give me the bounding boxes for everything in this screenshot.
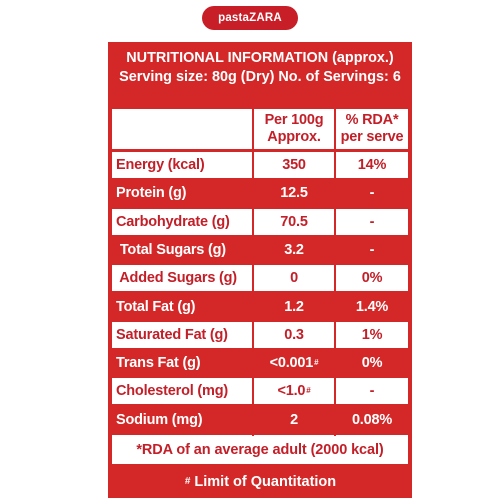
per-100g-value: 12.5 bbox=[280, 184, 308, 201]
rda-value: - bbox=[336, 378, 408, 404]
per-100g-value: 0 bbox=[290, 269, 298, 286]
rda-value: - bbox=[336, 180, 408, 206]
nutrient-label: Saturated Fat (g) bbox=[112, 322, 252, 348]
per-100g-value-cell: 350 bbox=[254, 152, 334, 178]
per-100g-header-line2: Approx. bbox=[267, 129, 321, 145]
nutrient-label: Total Sugars (g) bbox=[112, 237, 252, 263]
per-100g-value-cell: 70.5 bbox=[254, 209, 334, 235]
nutrient-label: Energy (kcal) bbox=[112, 152, 252, 178]
per-100g-header: Per 100g Approx. bbox=[254, 109, 334, 149]
rda-value: - bbox=[336, 237, 408, 263]
nutrient-label: Protein (g) bbox=[112, 180, 252, 206]
per-100g-value: 1.2 bbox=[284, 298, 304, 315]
nutrient-label: Carbohydrate (g) bbox=[112, 209, 252, 235]
limit-footnote: # Limit of Quantitation bbox=[184, 474, 337, 490]
panel-title: NUTRITIONAL INFORMATION (approx.) bbox=[126, 49, 394, 66]
nutrient-row: Carbohydrate (g) 70.5 - bbox=[112, 209, 408, 235]
nutrient-label: Trans Fat (g) bbox=[112, 350, 252, 376]
per-100g-value-cell: 12.5 bbox=[254, 180, 334, 206]
per-100g-value-cell: 2 bbox=[254, 407, 334, 433]
nutrient-row: Trans Fat (g) <0.001 #0% bbox=[112, 350, 408, 376]
per-100g-value: 0.3 bbox=[284, 326, 304, 343]
rda-header: % RDA* per serve bbox=[336, 109, 408, 149]
limit-footnote-text: Limit of Quantitation bbox=[194, 474, 337, 490]
nutrient-row: Cholesterol (mg) <1.0 # - bbox=[112, 378, 408, 404]
per-100g-value: <1.0 bbox=[277, 382, 306, 399]
rda-header-line2: per serve bbox=[340, 129, 404, 145]
per-100g-value-cell: 1.2 bbox=[254, 294, 334, 320]
rda-value: 0% bbox=[336, 265, 408, 291]
header-blank-cell bbox=[112, 109, 252, 149]
per-100g-value-cell: 0.3 bbox=[254, 322, 334, 348]
rda-value: 1% bbox=[336, 322, 408, 348]
column-header-row: Per 100g Approx. % RDA* per serve bbox=[112, 109, 408, 149]
rda-footnote: *RDA of an average adult (2000 kcal) bbox=[112, 436, 408, 464]
per-100g-value: 70.5 bbox=[280, 213, 308, 230]
nutrient-label: Cholesterol (mg) bbox=[112, 378, 252, 404]
rda-value: 14% bbox=[336, 152, 408, 178]
nutrient-row: Total Sugars (g) 3.2 - bbox=[112, 237, 408, 263]
nutrient-row: Saturated Fat (g) 0.3 1% bbox=[112, 322, 408, 348]
rda-value: 1.4% bbox=[336, 294, 408, 320]
per-100g-value-cell: <1.0 # bbox=[254, 378, 334, 404]
nutrient-label: Sodium (mg) bbox=[112, 407, 252, 433]
nutrient-row: Total Fat (g) 1.2 1.4% bbox=[112, 294, 408, 320]
per-100g-value: 350 bbox=[282, 156, 306, 173]
nutrient-row: Energy (kcal) 350 14% bbox=[112, 152, 408, 178]
nutrition-panel: NUTRITIONAL INFORMATION (approx.) Servin… bbox=[108, 42, 412, 498]
per-100g-value-cell: 0 bbox=[254, 265, 334, 291]
per-100g-value: 2 bbox=[290, 411, 298, 428]
pastazara-logo: pastaZARA bbox=[202, 6, 298, 30]
serving-info: Serving size: 80g (Dry) No. of Servings:… bbox=[119, 68, 401, 85]
nutrient-label: Added Sugars (g) bbox=[112, 265, 252, 291]
rda-header-line1: % RDA* bbox=[345, 112, 399, 128]
per-100g-value-cell: <0.001 # bbox=[254, 350, 334, 376]
rda-value: - bbox=[336, 209, 408, 235]
rda-value: 0% bbox=[336, 350, 408, 376]
nutrient-label: Total Fat (g) bbox=[112, 294, 252, 320]
nutrient-row: Protein (g) 12.5 - bbox=[112, 180, 408, 206]
rda-value: 0.08% bbox=[336, 407, 408, 433]
per-100g-value: 3.2 bbox=[284, 241, 304, 258]
nutrient-row: Added Sugars (g) 0 0% bbox=[112, 265, 408, 291]
per-100g-value-cell: 3.2 bbox=[254, 237, 334, 263]
nutrient-row: Sodium (mg) 2 0.08% bbox=[112, 407, 408, 433]
per-100g-header-line1: Per 100g bbox=[264, 112, 324, 128]
per-100g-value: <0.001 bbox=[269, 354, 314, 371]
